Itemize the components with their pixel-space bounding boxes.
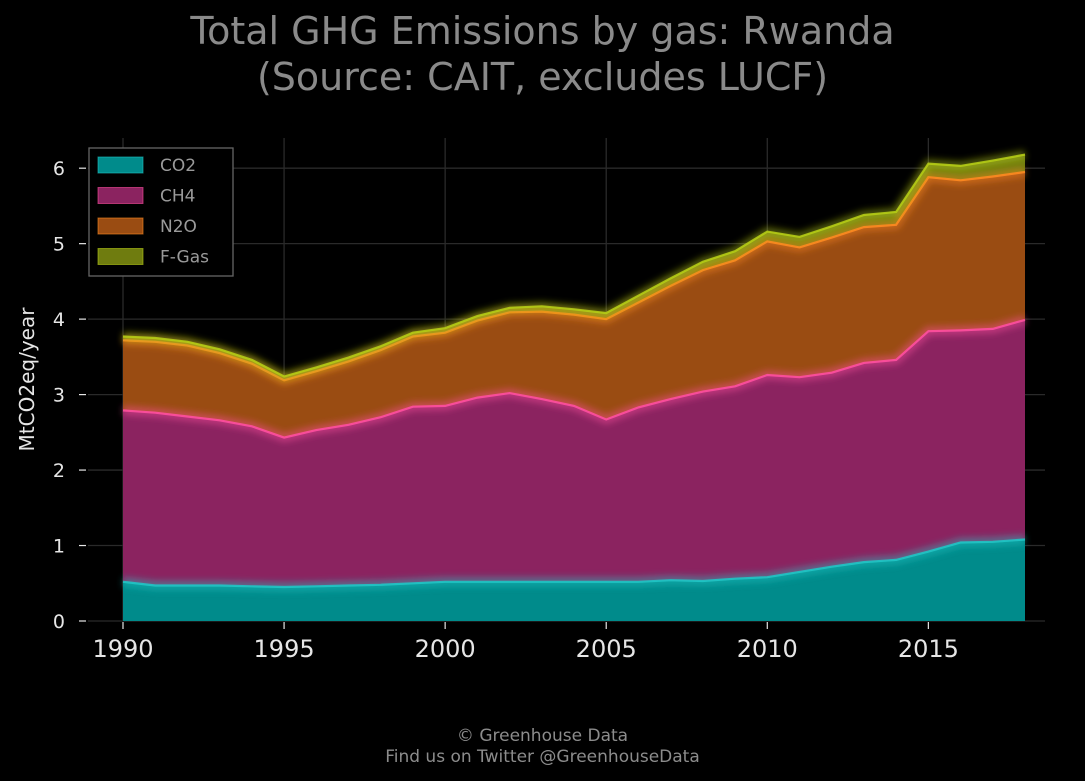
legend-label-n2o: N2O: [160, 217, 197, 237]
y-tick-label: 3: [53, 385, 65, 407]
footer-copyright: © Greenhouse Data: [456, 726, 629, 746]
x-tick-label: 2015: [898, 635, 959, 663]
y-tick-label: 0: [53, 611, 65, 633]
y-tick-label: 6: [53, 158, 65, 180]
legend-swatch-n2o: [97, 217, 144, 235]
y-tick-label: 4: [53, 309, 65, 331]
x-tick-label: 1995: [254, 635, 315, 663]
chart-title-line-2: (Source: CAIT, excludes LUCF): [256, 55, 829, 99]
x-tick-label: 2005: [576, 635, 637, 663]
y-tick-label: 1: [53, 536, 65, 558]
line-ch4: [122, 318, 1026, 439]
line-co2: [122, 538, 1026, 589]
x-tick-label: 2000: [415, 635, 476, 663]
legend-swatch-ch4: [97, 187, 144, 204]
chart-title-line-1: Total GHG Emissions by gas: Rwanda: [190, 9, 895, 53]
line-f-gas: [122, 153, 1026, 378]
footer-credits: © Greenhouse Data Find us on Twitter @Gr…: [0, 726, 1085, 768]
legend-swatch-f-gas: [97, 248, 144, 265]
y-tick-label: 2: [53, 460, 65, 482]
area-ch4: [123, 319, 1025, 587]
x-tick-label: 2010: [737, 635, 798, 663]
legend-label-f-gas: F-Gas: [160, 248, 209, 268]
legend-label-ch4: CH4: [160, 187, 195, 207]
legend-swatch-co2: [97, 156, 144, 174]
chart-title: Total GHG Emissions by gas: Rwanda (Sour…: [0, 8, 1085, 100]
y-tick-label: 5: [53, 234, 65, 256]
axes: 0 1 2 3 4 5 6 1990 1995 2000 2005 2010 2015 MtCO2eq/y…: [15, 158, 959, 663]
area-co2: [123, 539, 1025, 621]
legend-label-co2: CO2: [160, 156, 196, 176]
area-n2o: [123, 172, 1025, 438]
y-axis-label: MtCO2eq/year: [15, 307, 39, 452]
series-lines: [122, 150, 1027, 592]
legend: CO2 CH4 N2O F-Gas: [88, 147, 234, 277]
x-tick-label: 1990: [92, 635, 153, 663]
footer-twitter: Find us on Twitter @GreenhouseData: [385, 747, 700, 767]
